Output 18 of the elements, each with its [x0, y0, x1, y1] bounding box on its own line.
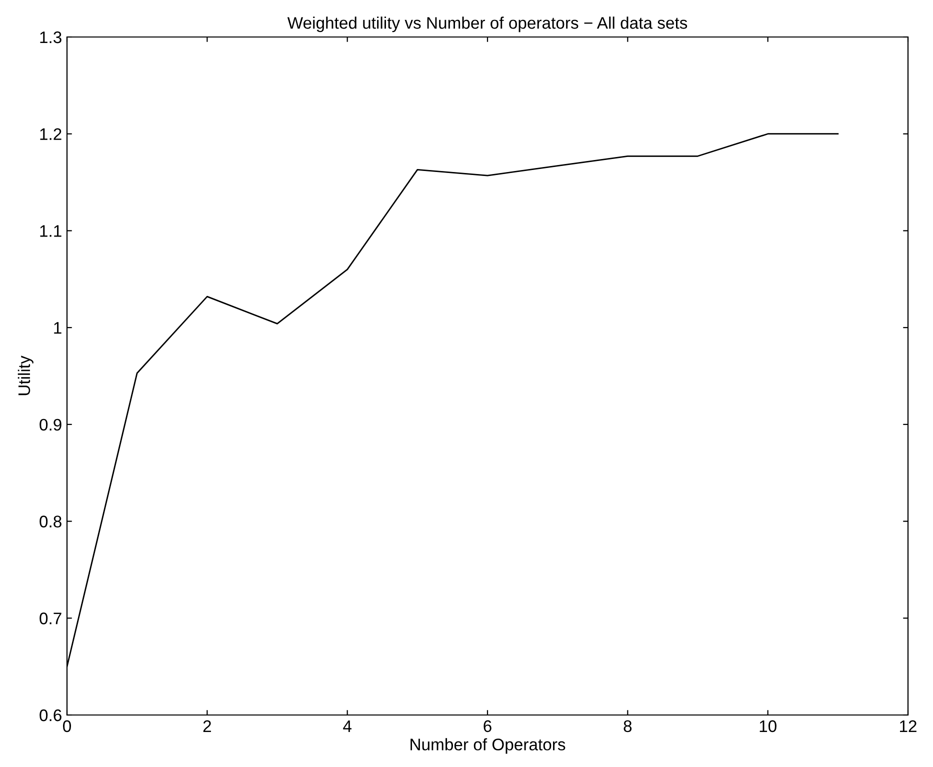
x-tick-label: 8 [624, 720, 632, 732]
y-tick-label: 0.8 [40, 516, 62, 528]
x-axis-title: Number of Operators [410, 738, 566, 754]
x-tick-label: 4 [343, 720, 352, 732]
chart-title: Weighted utility vs Number of operators − All data sets [287, 16, 688, 32]
y-axis-title: Utility [18, 356, 34, 396]
x-tick-label: 12 [900, 720, 916, 732]
y-tick-label: 0.7 [40, 612, 62, 624]
y-tick-label: 1.3 [40, 31, 62, 44]
x-tick-label: 10 [760, 720, 776, 732]
y-tick-label: 1 [54, 322, 62, 334]
y-tick-label: 1.1 [40, 225, 62, 237]
x-tick-label: 2 [203, 720, 211, 732]
y-tick-label: 1.2 [40, 128, 62, 140]
x-tick-label: 0 [63, 720, 71, 732]
x-tick-label: 6 [484, 720, 492, 732]
y-tick-label: 0.9 [40, 418, 62, 431]
y-tick-label: 0.6 [40, 709, 62, 722]
